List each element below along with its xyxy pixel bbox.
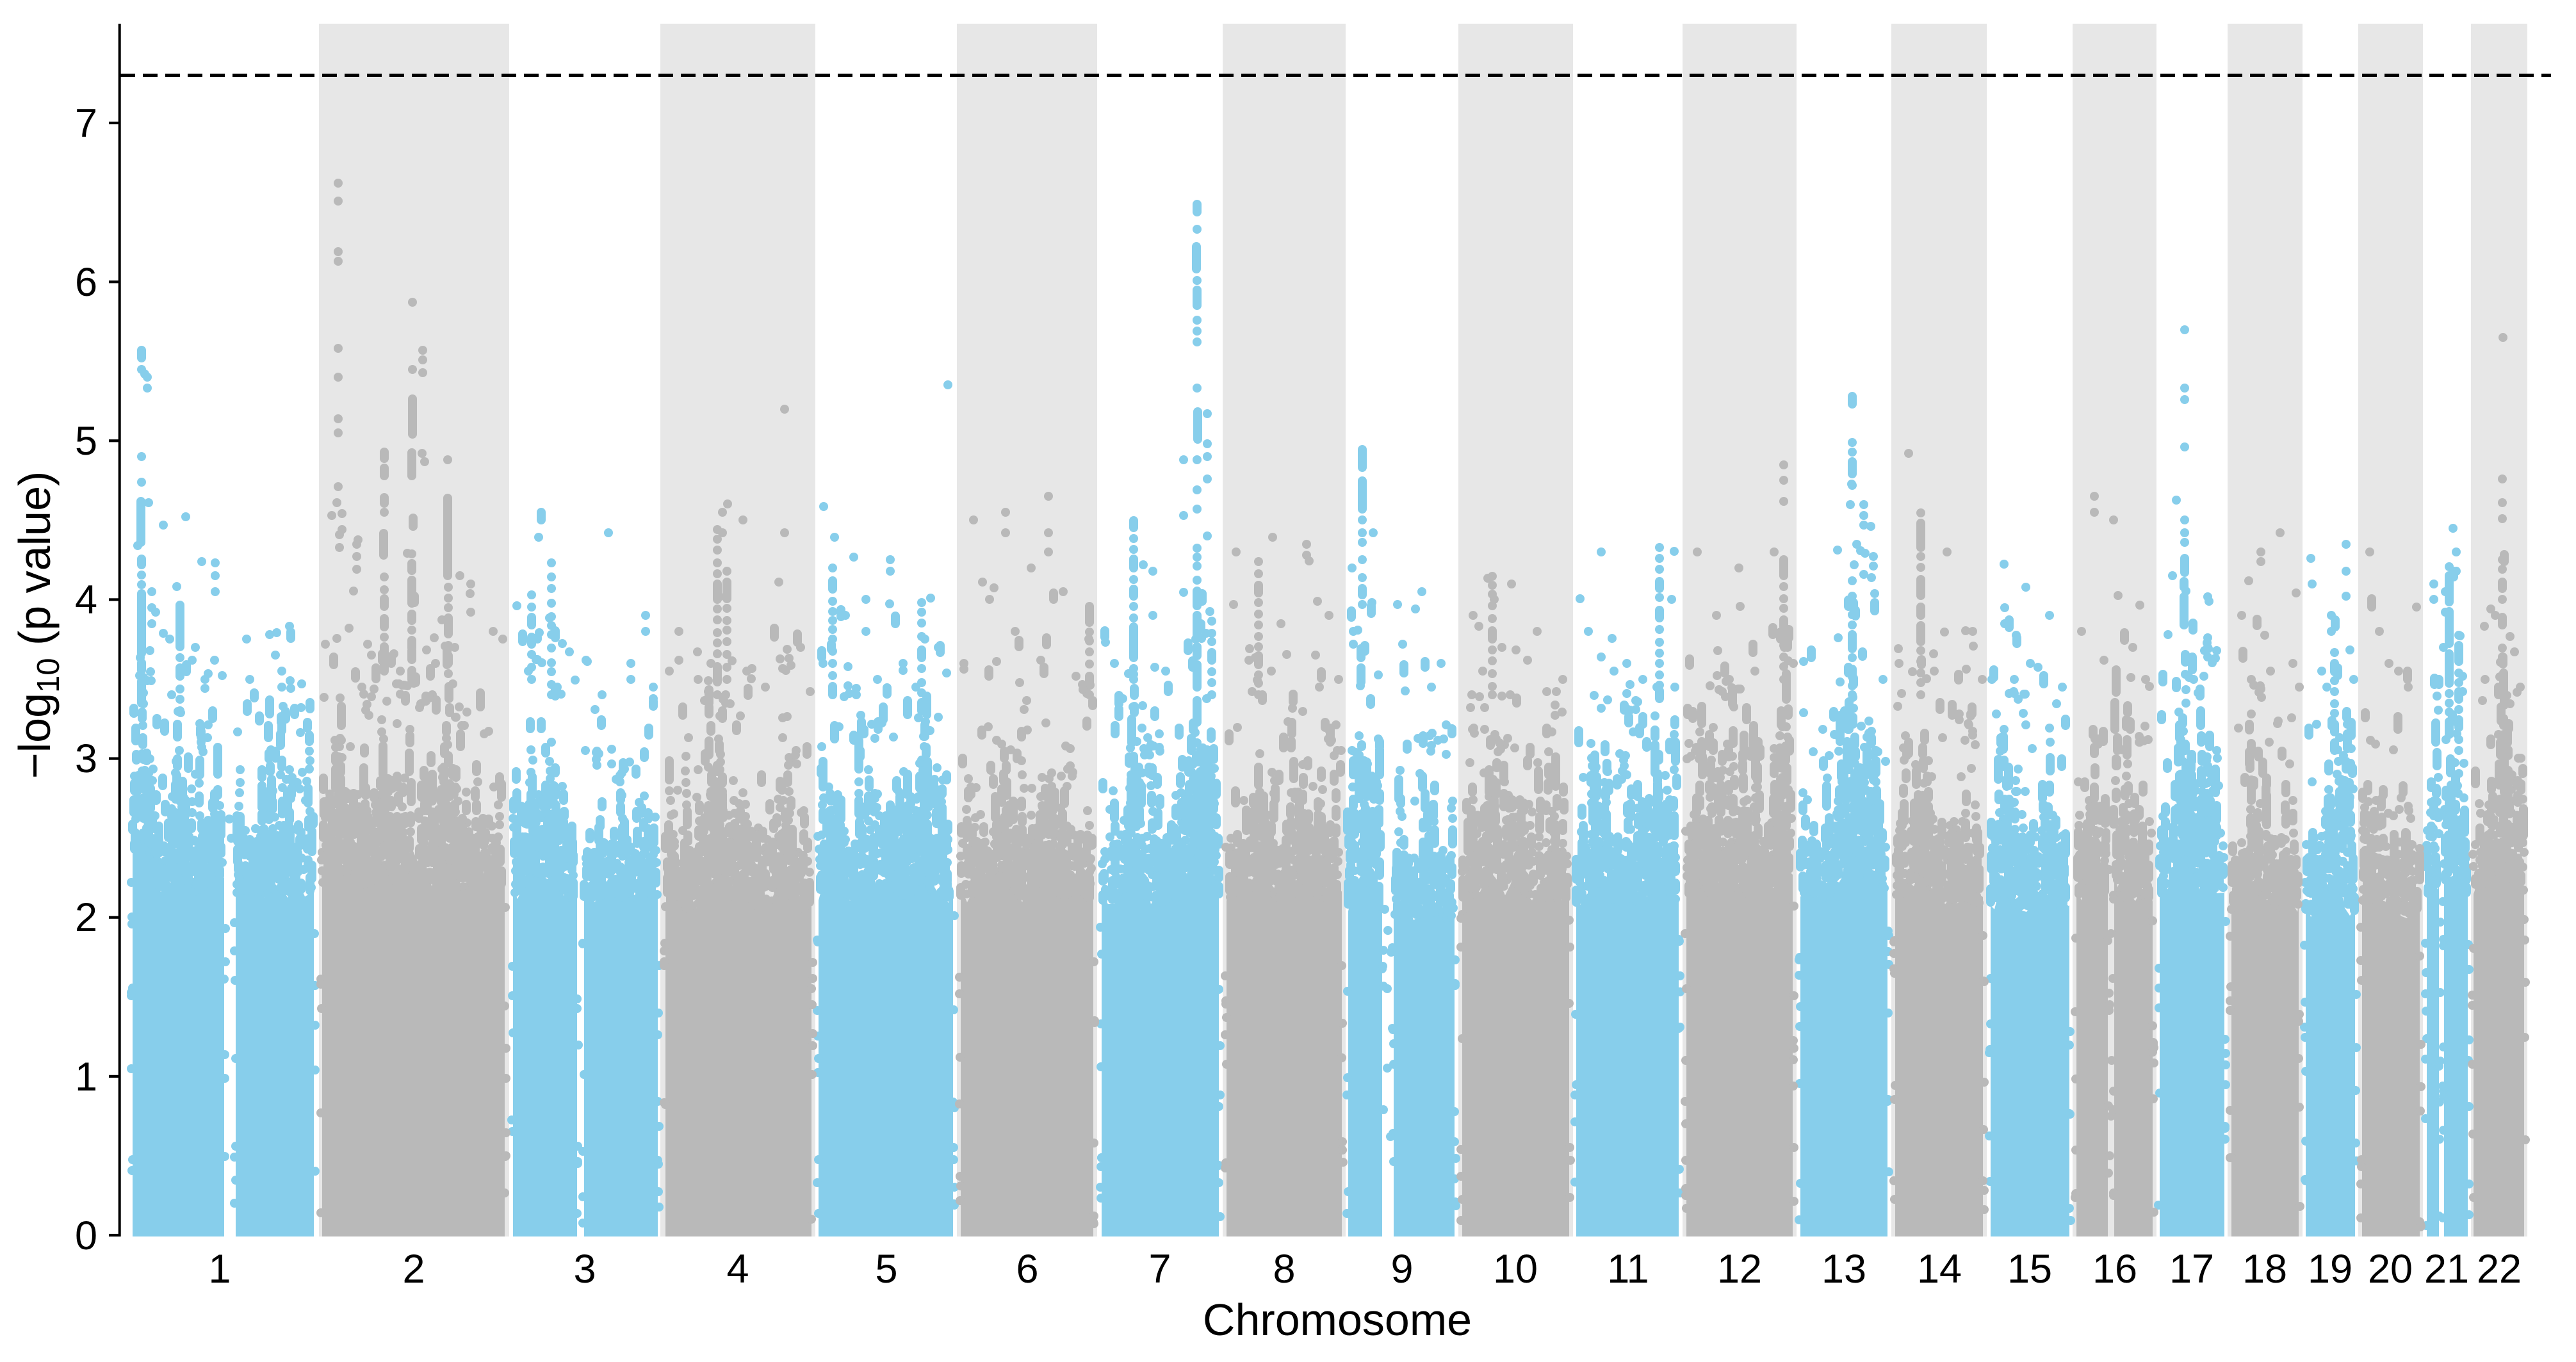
svg-text:4: 4 — [726, 1247, 749, 1292]
svg-text:22: 22 — [2477, 1247, 2522, 1292]
svg-text:3: 3 — [75, 736, 97, 781]
svg-text:4: 4 — [75, 578, 97, 622]
svg-text:12: 12 — [1717, 1247, 1762, 1292]
svg-text:3: 3 — [573, 1247, 596, 1292]
svg-text:18: 18 — [2242, 1247, 2287, 1292]
svg-text:2: 2 — [75, 895, 97, 940]
svg-text:9: 9 — [1390, 1247, 1413, 1292]
svg-text:Chromosome: Chromosome — [1203, 1295, 1472, 1345]
svg-text:5: 5 — [75, 419, 97, 464]
svg-text:17: 17 — [2169, 1247, 2214, 1292]
svg-text:20: 20 — [2368, 1247, 2413, 1292]
svg-text:21: 21 — [2424, 1247, 2469, 1292]
svg-text:7: 7 — [1148, 1247, 1171, 1292]
svg-text:1: 1 — [208, 1247, 231, 1292]
svg-text:13: 13 — [1822, 1247, 1866, 1292]
svg-text:5: 5 — [875, 1247, 897, 1292]
svg-text:2: 2 — [402, 1247, 425, 1292]
svg-text:6: 6 — [75, 260, 97, 305]
svg-text:19: 19 — [2308, 1247, 2352, 1292]
svg-text:15: 15 — [2007, 1247, 2052, 1292]
svg-text:7: 7 — [75, 101, 97, 146]
svg-text:1: 1 — [75, 1055, 97, 1099]
svg-text:−log10 (p value): −log10 (p value) — [10, 471, 66, 779]
svg-text:11: 11 — [1607, 1247, 1649, 1292]
svg-text:6: 6 — [1016, 1247, 1038, 1292]
svg-text:0: 0 — [75, 1213, 97, 1258]
svg-text:8: 8 — [1273, 1247, 1295, 1292]
svg-text:16: 16 — [2092, 1247, 2137, 1292]
svg-text:10: 10 — [1493, 1247, 1538, 1292]
svg-text:14: 14 — [1917, 1247, 1962, 1292]
